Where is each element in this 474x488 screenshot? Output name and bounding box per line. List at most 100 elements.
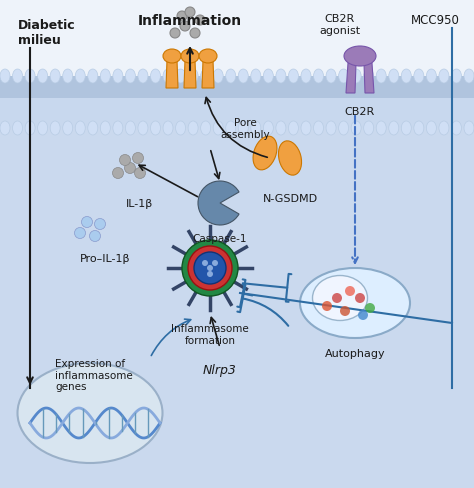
Ellipse shape <box>464 122 474 136</box>
Ellipse shape <box>113 70 123 84</box>
Ellipse shape <box>175 122 185 136</box>
Ellipse shape <box>213 122 223 136</box>
Ellipse shape <box>163 70 173 84</box>
Circle shape <box>112 168 124 179</box>
Ellipse shape <box>338 122 348 136</box>
Circle shape <box>365 304 375 313</box>
Text: Inflammation: Inflammation <box>138 14 242 28</box>
Ellipse shape <box>213 70 223 84</box>
Ellipse shape <box>238 122 248 136</box>
Ellipse shape <box>37 122 47 136</box>
Ellipse shape <box>113 122 123 136</box>
Ellipse shape <box>276 70 286 84</box>
Circle shape <box>125 163 136 174</box>
Ellipse shape <box>0 122 10 136</box>
Ellipse shape <box>289 70 299 84</box>
Circle shape <box>340 306 350 316</box>
Ellipse shape <box>12 122 23 136</box>
Ellipse shape <box>451 122 462 136</box>
Circle shape <box>185 8 195 18</box>
Circle shape <box>188 246 232 290</box>
Ellipse shape <box>12 70 23 84</box>
Ellipse shape <box>253 137 277 170</box>
Circle shape <box>133 153 144 164</box>
Ellipse shape <box>351 70 361 84</box>
Polygon shape <box>346 64 356 94</box>
Ellipse shape <box>163 50 181 64</box>
Ellipse shape <box>344 47 376 67</box>
Polygon shape <box>184 61 196 89</box>
Ellipse shape <box>364 122 374 136</box>
Ellipse shape <box>75 70 85 84</box>
Ellipse shape <box>389 70 399 84</box>
Ellipse shape <box>376 122 386 136</box>
Circle shape <box>119 155 130 166</box>
Circle shape <box>94 219 106 230</box>
Polygon shape <box>364 64 374 94</box>
Ellipse shape <box>389 122 399 136</box>
Circle shape <box>202 261 208 266</box>
Polygon shape <box>0 99 474 129</box>
Text: Inflammasome
formation: Inflammasome formation <box>171 324 249 345</box>
Circle shape <box>190 29 200 39</box>
Ellipse shape <box>181 50 199 64</box>
Ellipse shape <box>414 70 424 84</box>
Ellipse shape <box>427 70 437 84</box>
Ellipse shape <box>326 122 336 136</box>
Circle shape <box>135 168 146 179</box>
Ellipse shape <box>251 70 261 84</box>
Ellipse shape <box>100 70 110 84</box>
Ellipse shape <box>126 122 136 136</box>
Circle shape <box>177 12 187 22</box>
Ellipse shape <box>63 122 73 136</box>
Circle shape <box>358 310 368 320</box>
Text: MCC950: MCC950 <box>410 14 459 27</box>
Ellipse shape <box>427 122 437 136</box>
Ellipse shape <box>364 70 374 84</box>
Ellipse shape <box>163 122 173 136</box>
Ellipse shape <box>25 70 35 84</box>
Ellipse shape <box>188 122 198 136</box>
Ellipse shape <box>301 70 311 84</box>
Polygon shape <box>202 61 214 89</box>
Ellipse shape <box>464 70 474 84</box>
Ellipse shape <box>276 122 286 136</box>
Ellipse shape <box>50 122 60 136</box>
Ellipse shape <box>313 70 324 84</box>
Ellipse shape <box>100 122 110 136</box>
Ellipse shape <box>201 122 210 136</box>
Ellipse shape <box>401 122 411 136</box>
Circle shape <box>322 302 332 311</box>
Polygon shape <box>166 61 178 89</box>
Ellipse shape <box>451 70 462 84</box>
Circle shape <box>195 16 205 26</box>
Circle shape <box>170 29 180 39</box>
Ellipse shape <box>301 122 311 136</box>
Ellipse shape <box>278 142 301 176</box>
Polygon shape <box>0 0 474 99</box>
Ellipse shape <box>150 122 161 136</box>
Ellipse shape <box>226 70 236 84</box>
Circle shape <box>345 286 355 296</box>
Text: Nlrp3: Nlrp3 <box>203 363 237 376</box>
Circle shape <box>74 228 85 239</box>
Ellipse shape <box>188 70 198 84</box>
Circle shape <box>82 217 92 228</box>
Ellipse shape <box>439 70 449 84</box>
Ellipse shape <box>150 70 161 84</box>
Ellipse shape <box>126 70 136 84</box>
Circle shape <box>180 22 190 32</box>
Circle shape <box>355 293 365 304</box>
Ellipse shape <box>351 122 361 136</box>
Ellipse shape <box>18 363 163 463</box>
Ellipse shape <box>264 122 273 136</box>
Circle shape <box>194 252 226 285</box>
Text: CB2R: CB2R <box>345 107 375 117</box>
Ellipse shape <box>238 70 248 84</box>
Ellipse shape <box>63 70 73 84</box>
Text: Caspase-1: Caspase-1 <box>193 234 247 244</box>
Ellipse shape <box>138 70 148 84</box>
Text: Pro–IL-1β: Pro–IL-1β <box>80 253 130 264</box>
Polygon shape <box>0 77 474 99</box>
Ellipse shape <box>138 122 148 136</box>
